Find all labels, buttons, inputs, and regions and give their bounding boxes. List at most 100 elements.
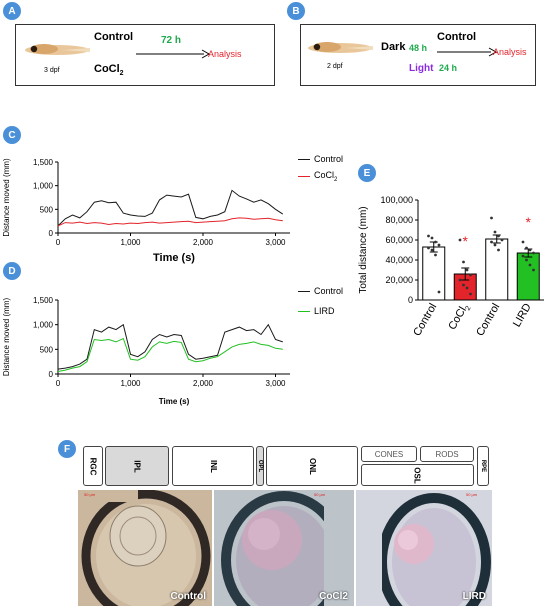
data-point-1-7 [469, 292, 472, 296]
layer-rods: RODS [420, 446, 474, 462]
panel-e-label: E [358, 164, 376, 182]
data-point-1-5 [462, 283, 465, 287]
data-point-0-1 [430, 236, 434, 240]
x-tick-label-c-1: 1,000 [120, 238, 141, 247]
legend-d: Control LIRD [298, 286, 343, 316]
x-tick-label-e-3: LIRD [511, 301, 534, 329]
y-axis-title-e: Total distance (mm) [358, 206, 369, 293]
image-label-lird: LIRD [462, 591, 486, 602]
series-line-d-0 [57, 323, 283, 370]
y-tick-label-c-2: 1,000 [33, 182, 54, 191]
scale-bar-control: 50 µm [84, 492, 96, 497]
panel-a-cocl2: CoCl2 [94, 63, 124, 78]
data-point-1-0 [458, 238, 462, 242]
data-point-0-5 [430, 248, 434, 252]
y-tick-label-e-0: 0 [408, 295, 413, 305]
chart-e: 0 20,000 40,000 60,000 80,000 100,000 Total di… [358, 195, 544, 339]
histology-control: 50 µm Control [78, 490, 212, 606]
layer-osl: OSL [361, 464, 474, 486]
data-point-3-6 [528, 263, 532, 267]
panel-a-analysis: Analysis [208, 49, 242, 59]
data-point-3-7 [532, 268, 535, 272]
panel-b-control: Control [437, 31, 477, 43]
retina-section-lird [356, 490, 492, 606]
y-tick-label-c-0: 0 [49, 229, 54, 238]
y-tick-label-e-3: 60,000 [385, 235, 413, 245]
layer-opl-label: OPL [257, 459, 263, 473]
panel-b-box: 2 dpf Dark 48 h Light 24 h Control Analy… [300, 24, 536, 86]
x-tick-label-e-1: CoCl2 [446, 301, 472, 333]
data-point-0-6 [434, 253, 437, 257]
panel-a-label: A [3, 2, 21, 20]
panel-b-label: B [287, 2, 305, 20]
data-point-2-2 [497, 234, 500, 238]
data-point-0-2 [434, 240, 437, 244]
zebrafish-larva-b [308, 42, 373, 53]
x-tick-label-c-2: 2,000 [193, 238, 214, 247]
panel-b-dark: Dark [381, 41, 406, 53]
data-point-3-3 [532, 251, 535, 255]
panel-a-box: 3 dpf Control CoCl2 72 h Analysis [15, 24, 275, 86]
layer-onl-label: ONL [307, 457, 317, 475]
panel-a-control: Control [94, 31, 134, 43]
retina-section-control [78, 490, 212, 606]
layer-rgc-label: RGC [88, 457, 98, 475]
data-point-1-3 [469, 273, 472, 277]
panel-b-light: Light [409, 63, 434, 74]
x-axis-title-c: Time (s) [153, 252, 195, 264]
chart-c: 0 1,000 2,000 3,000 0 500 1,000 1,500 Time (s) Di… [2, 158, 290, 264]
layer-cones-label: CONES [374, 449, 404, 459]
image-label-control: Control [170, 591, 206, 602]
legend-c-control-label: Control [314, 154, 344, 164]
y-tick-label-d-3: 1,500 [33, 296, 54, 305]
data-point-2-4 [490, 240, 493, 244]
x-tick-label-e-0: Control [411, 302, 439, 339]
histology-cocl2: 50 µm CoCl2 [214, 490, 354, 606]
x-axis-title-d: Time (s) [159, 397, 190, 406]
layer-osl-label: OSL [412, 466, 422, 484]
y-axis-title-d: Distance moved (mm) [2, 298, 11, 377]
y-tick-label-c-3: 1,500 [33, 158, 54, 167]
retina-section-cocl2 [214, 490, 354, 606]
x-tick-label-d-0: 0 [56, 379, 61, 388]
legend-d-control-label: Control [314, 286, 344, 296]
x-tick-label-c-3: 3,000 [265, 238, 286, 247]
histology-lird: 50 µm LIRD [356, 490, 492, 606]
layer-opl: OPL [256, 446, 264, 486]
panel-b-analysis: Analysis [493, 47, 527, 57]
bar-3 [516, 252, 540, 301]
layer-rods-label: RODS [435, 449, 459, 459]
panel-c-label: C [3, 126, 21, 144]
layer-inl-label: INL [208, 459, 218, 473]
data-point-0-3 [437, 243, 441, 247]
y-tick-label-c-1: 500 [40, 205, 54, 214]
data-point-2-5 [493, 243, 497, 247]
legend-c-cocl2-swatch [298, 175, 310, 177]
data-point-2-6 [497, 248, 500, 252]
data-point-2-0 [490, 216, 493, 220]
panel-b-arrow [437, 47, 497, 57]
data-point-2-1 [493, 230, 497, 234]
panel-d-label: D [3, 262, 21, 280]
data-point-3-0 [521, 240, 525, 244]
layer-onl: ONL [266, 446, 358, 486]
significance-star-1: * [463, 233, 469, 249]
legend-d-lird-label: LIRD [314, 306, 335, 316]
panel-a-age: 3 dpf [44, 67, 60, 74]
x-tick-label-d-3: 3,000 [265, 379, 286, 388]
scale-bar-cocl2: 50 µm [314, 492, 326, 497]
series-line-c-1 [57, 217, 283, 227]
layer-rpe: RPE [477, 446, 489, 486]
layer-rpe-label: RPE [480, 459, 486, 473]
data-point-3-1 [525, 246, 528, 250]
layer-ipl-label: IPL [132, 459, 142, 473]
data-point-3-4 [521, 254, 525, 258]
bar-0 [422, 246, 446, 301]
y-tick-label-d-1: 500 [40, 345, 54, 354]
data-point-1-2 [465, 268, 469, 272]
data-point-3-2 [528, 248, 532, 252]
x-tick-label-c-0: 0 [56, 238, 61, 247]
data-point-1-4 [458, 278, 462, 282]
layer-inl: INL [172, 446, 254, 486]
zebrafish-larva-a [25, 44, 90, 55]
